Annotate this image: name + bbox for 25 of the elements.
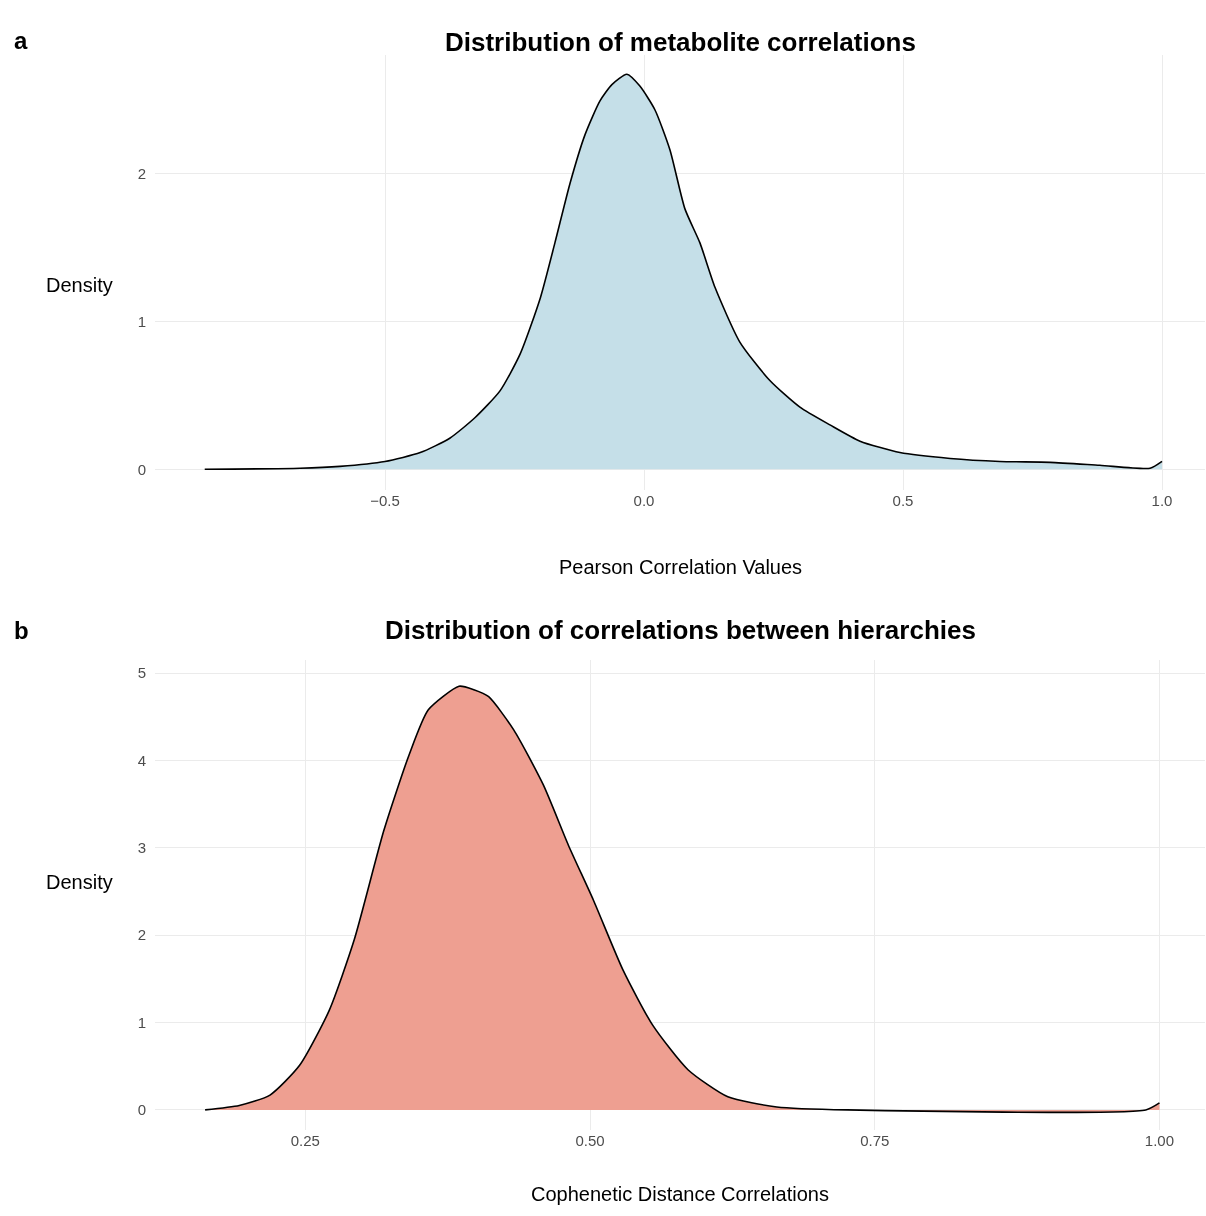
y-tick-label: 1 (137, 1013, 146, 1031)
y-tick-label: 2 (137, 164, 146, 182)
x-axis-title: Pearson Correlation Values (559, 556, 803, 578)
y-tick-label: 1 (137, 312, 146, 330)
y-axis-title: Density (46, 871, 113, 893)
text: a (14, 27, 28, 54)
y-tick-label: 0 (137, 460, 146, 478)
chart-title: Distribution of correlations between hierarchies (385, 615, 976, 645)
y-tick-label: 4 (137, 751, 146, 769)
chart-title: Distribution of metabolite correlations (445, 27, 916, 57)
x-tick-label: 0.25 (290, 1132, 320, 1149)
x-tick-label: 0.5 (892, 492, 914, 509)
y-tick-label: 0 (137, 1101, 146, 1119)
x-tick-label: 1.00 (1144, 1132, 1175, 1149)
x-tick-label: 0.0 (633, 492, 655, 509)
text: b (14, 617, 29, 644)
x-tick-label: 0.75 (860, 1132, 890, 1149)
y-tick-label: 3 (137, 839, 146, 857)
y-tick-label: 2 (137, 926, 146, 944)
x-axis-title: Cophenetic Distance Correlations (531, 1183, 829, 1205)
x-tick-label: 1.0 (1151, 492, 1173, 509)
x-tick-label: −0.5 (370, 492, 400, 509)
y-axis-title: Density (46, 274, 113, 296)
x-tick-label: 0.50 (575, 1132, 605, 1149)
y-tick-label: 5 (137, 664, 146, 682)
